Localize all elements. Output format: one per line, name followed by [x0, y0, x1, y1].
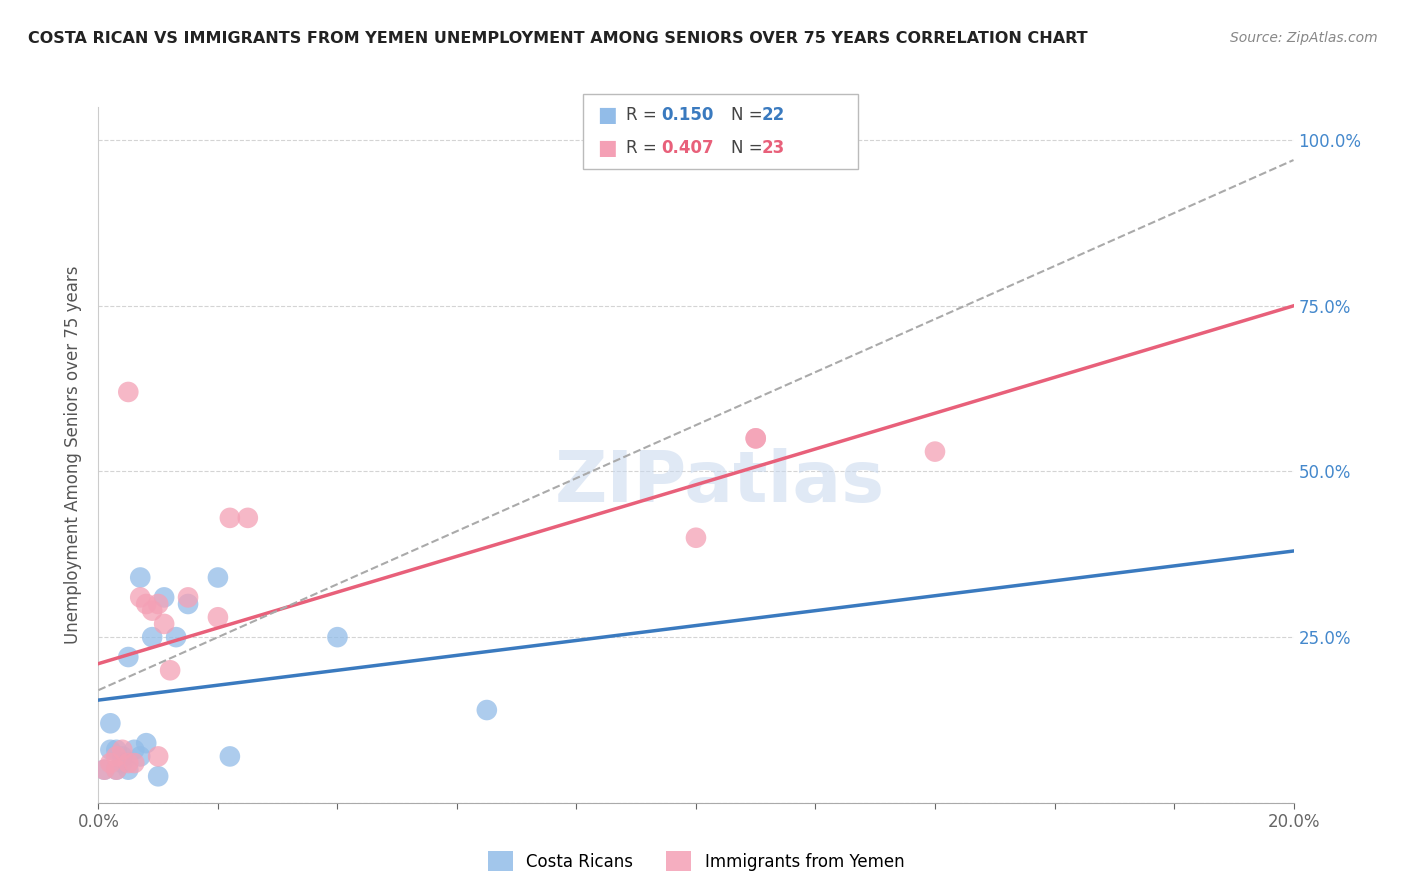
Point: [124, 756, 146, 770]
Point: [117, 384, 139, 399]
Point: [153, 591, 176, 605]
Point: [148, 597, 170, 611]
Text: N =: N =: [731, 106, 768, 124]
Point: [93, 763, 115, 777]
Point: [100, 743, 122, 757]
Point: [148, 769, 170, 783]
Point: [685, 531, 707, 545]
Point: [153, 616, 176, 631]
Point: [236, 511, 259, 525]
Point: [159, 663, 181, 677]
Text: ■: ■: [598, 105, 617, 125]
Point: [135, 736, 157, 750]
Point: [141, 630, 163, 644]
Point: [177, 597, 200, 611]
Point: [135, 597, 157, 611]
Text: 23: 23: [762, 139, 786, 157]
Text: 0.407: 0.407: [661, 139, 713, 157]
Point: [475, 703, 498, 717]
Point: [148, 749, 170, 764]
Point: [129, 591, 152, 605]
Legend: Costa Ricans, Immigrants from Yemen: Costa Ricans, Immigrants from Yemen: [481, 845, 911, 878]
Point: [105, 743, 128, 757]
Point: [207, 570, 229, 584]
Text: N =: N =: [731, 139, 768, 157]
Point: [117, 650, 139, 665]
Point: [129, 570, 152, 584]
Point: [165, 630, 187, 644]
Point: [117, 756, 139, 770]
Point: [100, 756, 122, 770]
Point: [111, 756, 134, 770]
Point: [177, 591, 200, 605]
Point: [326, 630, 349, 644]
Point: [219, 749, 242, 764]
Point: [129, 749, 152, 764]
Text: ■: ■: [598, 138, 617, 158]
Point: [207, 610, 229, 624]
Point: [100, 716, 122, 731]
Point: [124, 743, 146, 757]
Point: [105, 763, 128, 777]
Text: R =: R =: [626, 139, 662, 157]
Point: [111, 749, 134, 764]
Point: [105, 749, 128, 764]
Point: [117, 763, 139, 777]
Point: [219, 511, 242, 525]
Text: 22: 22: [762, 106, 786, 124]
Point: [105, 763, 128, 777]
Point: [745, 431, 768, 445]
Point: [141, 604, 163, 618]
Text: R =: R =: [626, 106, 662, 124]
Point: [745, 431, 768, 445]
Text: Source: ZipAtlas.com: Source: ZipAtlas.com: [1230, 31, 1378, 45]
Text: 0.150: 0.150: [661, 106, 713, 124]
Point: [111, 743, 134, 757]
Point: [924, 444, 946, 458]
Y-axis label: Unemployment Among Seniors over 75 years: Unemployment Among Seniors over 75 years: [65, 266, 83, 644]
Text: COSTA RICAN VS IMMIGRANTS FROM YEMEN UNEMPLOYMENT AMONG SENIORS OVER 75 YEARS CO: COSTA RICAN VS IMMIGRANTS FROM YEMEN UNE…: [28, 31, 1088, 46]
Point: [93, 763, 115, 777]
Text: ZIPatlas: ZIPatlas: [555, 449, 884, 517]
